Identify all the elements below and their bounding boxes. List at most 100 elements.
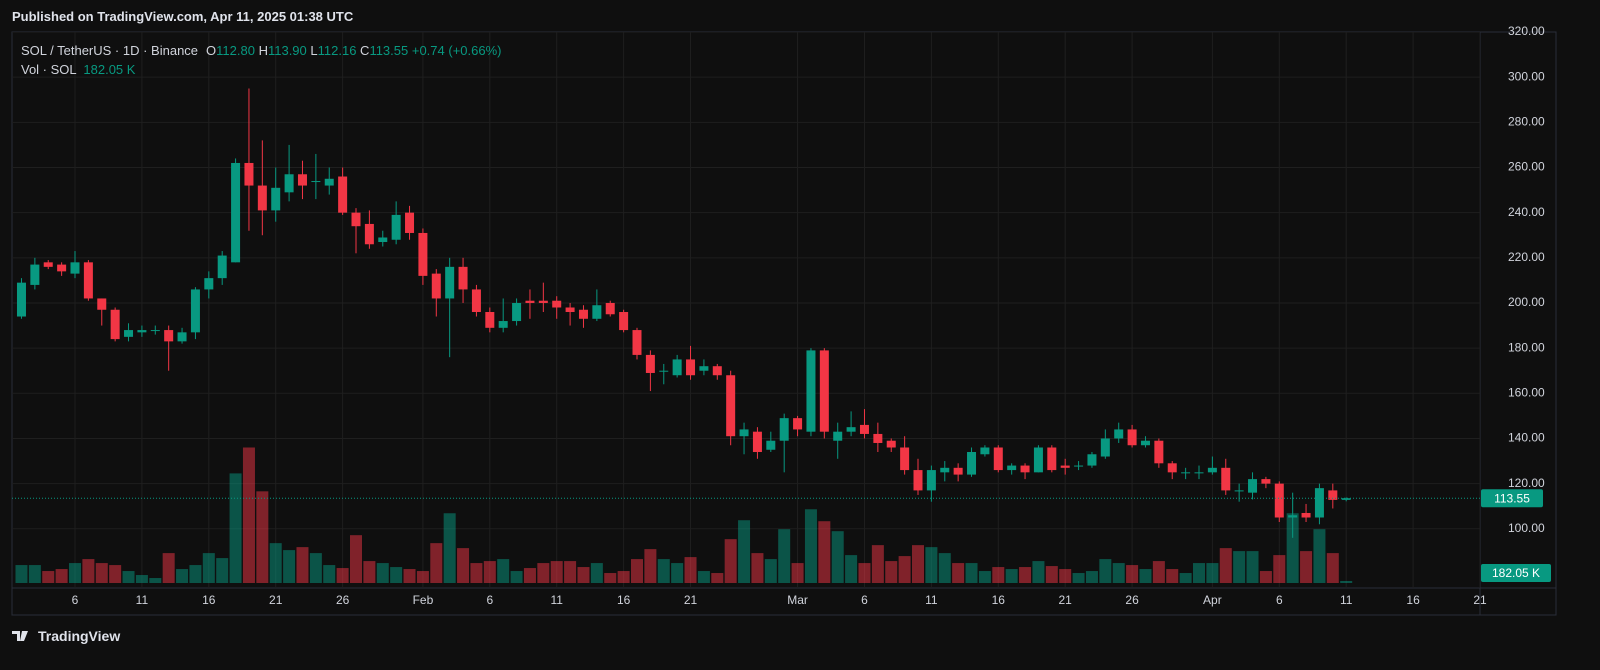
candle-body — [766, 440, 776, 450]
y-tick-label: 120.00 — [1508, 476, 1545, 490]
candle-body — [846, 427, 856, 432]
volume-bar — [978, 571, 991, 583]
volume-bar — [617, 571, 630, 583]
grid — [12, 32, 1480, 588]
volume-bar — [430, 543, 443, 583]
high-value: 113.90 — [267, 43, 307, 58]
volume-bar — [483, 561, 496, 583]
volume-bar — [1099, 559, 1112, 583]
volume-bar — [550, 561, 563, 583]
candle-body — [257, 185, 267, 211]
last-price-label: 113.55 — [1494, 491, 1530, 505]
volume-bar — [952, 563, 965, 583]
candle-body — [445, 266, 455, 299]
candle-body — [1274, 483, 1284, 518]
x-tick-label: 11 — [925, 593, 938, 607]
candle-body — [1288, 515, 1298, 518]
candle-body — [1047, 447, 1057, 471]
volume-bar — [176, 569, 189, 583]
candle-body — [1234, 490, 1244, 492]
volume-bar — [791, 563, 804, 583]
volume-bar — [189, 565, 202, 583]
last-volume-label: 182.05 K — [1492, 566, 1540, 580]
last-price-tag — [1481, 489, 1543, 508]
volume-bar — [1233, 551, 1246, 583]
candle-body — [1301, 512, 1311, 518]
candle-body — [632, 330, 642, 355]
x-tick-label: Apr — [1203, 593, 1222, 607]
volume-bar — [965, 563, 978, 583]
candle-body — [498, 321, 508, 328]
volume-bar — [751, 553, 764, 583]
volume-bar — [229, 473, 242, 583]
candle-body — [806, 350, 816, 432]
candle-body — [1114, 429, 1124, 439]
volume-bar — [764, 559, 777, 583]
volume-bar — [912, 545, 925, 583]
candle-body — [190, 289, 200, 333]
candle-body — [552, 300, 562, 308]
x-tick-label: 6 — [72, 593, 79, 607]
volume-bar — [1166, 569, 1179, 583]
candle-body — [926, 470, 936, 491]
volume-bar — [523, 568, 536, 583]
x-tick-label: 11 — [550, 593, 563, 607]
candle-body — [110, 309, 120, 340]
volume-bar — [95, 563, 108, 583]
volume-bar — [738, 520, 751, 583]
candle-body — [1207, 467, 1217, 473]
candle-body — [431, 273, 441, 299]
volume-bar — [1019, 567, 1032, 583]
candle-body — [311, 181, 321, 183]
candle-body — [284, 174, 294, 193]
candle-body — [1007, 465, 1017, 471]
ohlc-prefix: O — [206, 43, 217, 58]
candle-body — [217, 255, 227, 279]
candle-body — [1140, 440, 1150, 446]
candle-body — [1154, 440, 1164, 464]
x-tick-label: 6 — [861, 593, 868, 607]
volume-bar — [938, 553, 951, 583]
volume-bar — [28, 565, 41, 583]
volume-bar — [69, 563, 82, 583]
x-tick-label: 11 — [1340, 593, 1353, 607]
ohlc-prefix: C — [360, 43, 370, 58]
candle-body — [244, 162, 254, 186]
volume-bar — [671, 563, 684, 583]
y-tick-label: 180.00 — [1508, 340, 1545, 354]
x-tick-label: 21 — [1059, 593, 1073, 607]
volume-bar — [1126, 565, 1139, 583]
volume-bar — [216, 558, 229, 583]
candle-body — [913, 470, 923, 491]
tradingview-logo — [12, 631, 28, 641]
volume-pane — [15, 447, 1353, 583]
candle-body — [659, 370, 669, 372]
y-tick-label: 320.00 — [1508, 24, 1545, 38]
footer-brand: TradingView — [38, 628, 121, 644]
volume-bar — [376, 563, 389, 583]
volume-bar — [778, 529, 791, 583]
volume-bar — [457, 548, 470, 583]
candle-body — [471, 289, 481, 313]
candle-body — [538, 300, 548, 303]
x-tick-label: 11 — [136, 593, 149, 607]
candle-body — [177, 332, 187, 342]
candle-body — [418, 232, 428, 276]
volume-bar — [510, 571, 523, 583]
candle-body — [297, 174, 307, 186]
candle-body — [1167, 463, 1177, 473]
volume-bar — [42, 571, 55, 583]
volume-bar — [1072, 573, 1085, 583]
candle-body — [1341, 498, 1351, 500]
candle-body — [164, 330, 174, 342]
volume-bar — [256, 491, 269, 583]
volume-bar — [804, 509, 817, 583]
candle-body — [819, 350, 829, 432]
volume-bar — [831, 531, 844, 583]
candle-body — [980, 447, 990, 455]
volume-bar — [564, 561, 577, 583]
volume-bar — [684, 557, 697, 583]
volume-bar — [323, 565, 336, 583]
candle-body — [1248, 479, 1258, 493]
